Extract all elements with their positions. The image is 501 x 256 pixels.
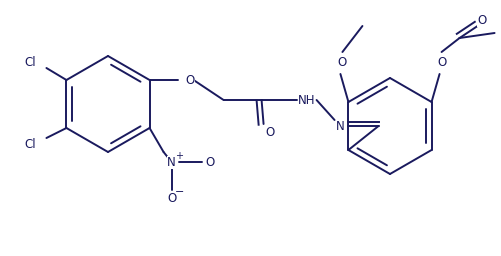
Text: O: O bbox=[167, 191, 176, 205]
Text: N: N bbox=[336, 120, 345, 133]
Text: O: O bbox=[338, 56, 347, 69]
Text: N: N bbox=[167, 155, 176, 168]
Text: Cl: Cl bbox=[25, 56, 37, 69]
Text: −: − bbox=[175, 187, 184, 197]
Text: +: + bbox=[174, 151, 182, 161]
Text: O: O bbox=[205, 155, 214, 168]
Text: O: O bbox=[185, 73, 195, 87]
Text: Cl: Cl bbox=[25, 137, 37, 151]
Text: O: O bbox=[265, 125, 274, 138]
Text: NH: NH bbox=[298, 93, 315, 106]
Text: O: O bbox=[437, 56, 446, 69]
Text: O: O bbox=[477, 14, 486, 27]
